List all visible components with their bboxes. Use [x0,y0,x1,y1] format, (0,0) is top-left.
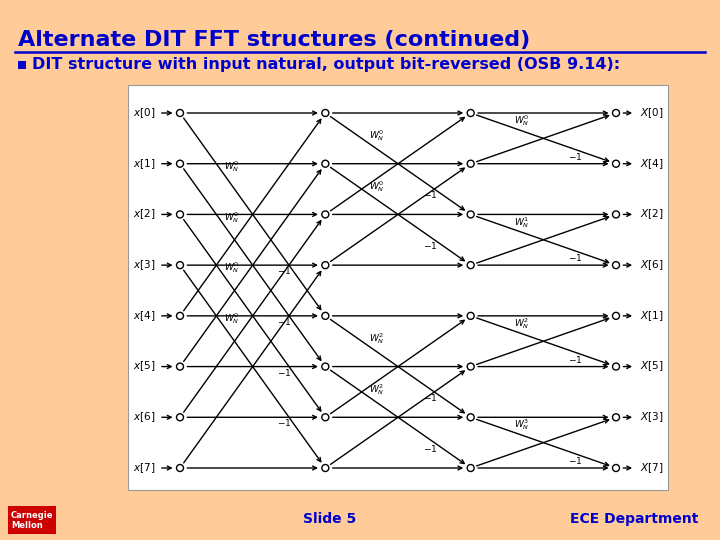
Circle shape [467,312,474,319]
Circle shape [467,464,474,471]
Text: $-1$: $-1$ [423,240,437,251]
Text: $W_N^{0}$: $W_N^{0}$ [369,179,384,194]
Circle shape [322,211,329,218]
Circle shape [176,464,184,471]
Text: $x[2]$: $x[2]$ [133,207,156,221]
Text: $X[6]$: $X[6]$ [639,258,663,272]
Circle shape [322,262,329,268]
Circle shape [176,110,184,117]
Circle shape [322,363,329,370]
Circle shape [467,110,474,117]
FancyBboxPatch shape [8,506,56,534]
Circle shape [322,464,329,471]
Text: $-1$: $-1$ [568,354,582,365]
Text: $W_N^{0}$: $W_N^{0}$ [514,113,530,128]
Text: $-1$: $-1$ [277,417,292,428]
Text: $X[2]$: $X[2]$ [639,207,663,221]
Circle shape [322,312,329,319]
Text: $x[7]$: $x[7]$ [133,461,156,475]
Text: $-1$: $-1$ [277,367,292,377]
Text: $-1$: $-1$ [423,443,437,454]
Circle shape [322,110,329,117]
Text: $x[4]$: $x[4]$ [133,309,156,323]
Circle shape [613,110,619,117]
Text: $-1$: $-1$ [277,316,292,327]
Circle shape [467,211,474,218]
Circle shape [322,414,329,421]
Text: $W_N^{1}$: $W_N^{1}$ [514,215,530,230]
Text: $x[1]$: $x[1]$ [133,157,156,171]
Text: $x[5]$: $x[5]$ [133,360,156,374]
Circle shape [176,262,184,268]
Text: $W_N^{0}$: $W_N^{0}$ [224,311,239,326]
Circle shape [176,414,184,421]
Circle shape [613,211,619,218]
Text: $X[3]$: $X[3]$ [639,410,663,424]
Text: $x[6]$: $x[6]$ [133,410,156,424]
Text: DIT structure with input natural, output bit-reversed (OSB 9.14):: DIT structure with input natural, output… [32,57,620,72]
Text: $W_N^{2}$: $W_N^{2}$ [514,316,530,331]
Text: $X[0]$: $X[0]$ [639,106,663,120]
Text: $-1$: $-1$ [277,265,292,276]
Text: $x[3]$: $x[3]$ [133,258,156,272]
Circle shape [613,312,619,319]
Circle shape [176,211,184,218]
Circle shape [613,363,619,370]
Text: $X[7]$: $X[7]$ [639,461,663,475]
Text: Slide 5: Slide 5 [303,512,356,526]
Circle shape [176,160,184,167]
Circle shape [613,464,619,471]
Text: Carnegie: Carnegie [11,511,53,520]
Text: ECE Department: ECE Department [570,512,698,526]
Circle shape [176,363,184,370]
Text: $X[1]$: $X[1]$ [639,309,663,323]
Text: $-1$: $-1$ [568,253,582,264]
Text: $W_N^{0}$: $W_N^{0}$ [369,129,384,144]
Circle shape [322,160,329,167]
Circle shape [467,262,474,268]
Text: $W_N^{0}$: $W_N^{0}$ [224,210,239,225]
Text: Alternate DIT FFT structures (continued): Alternate DIT FFT structures (continued) [18,30,530,50]
Circle shape [613,414,619,421]
Circle shape [176,312,184,319]
Text: $W_N^{2}$: $W_N^{2}$ [369,332,384,346]
Text: $W_N^{3}$: $W_N^{3}$ [514,417,530,433]
Circle shape [613,160,619,167]
Text: $X[4]$: $X[4]$ [639,157,663,171]
Text: $W_N^{0}$: $W_N^{0}$ [224,159,239,174]
Text: $-1$: $-1$ [423,392,437,403]
Circle shape [467,160,474,167]
Bar [18,61,26,69]
Text: $-1$: $-1$ [568,151,582,162]
Text: $x[0]$: $x[0]$ [133,106,156,120]
Circle shape [613,262,619,268]
Text: $-1$: $-1$ [568,455,582,467]
Text: $W_N^{0}$: $W_N^{0}$ [224,260,239,275]
Circle shape [467,363,474,370]
Text: $-1$: $-1$ [423,189,437,200]
Text: $W_N^{2}$: $W_N^{2}$ [369,382,384,397]
Text: Mellon: Mellon [11,521,42,530]
Circle shape [467,414,474,421]
Text: $X[5]$: $X[5]$ [639,360,663,374]
FancyBboxPatch shape [128,85,668,490]
